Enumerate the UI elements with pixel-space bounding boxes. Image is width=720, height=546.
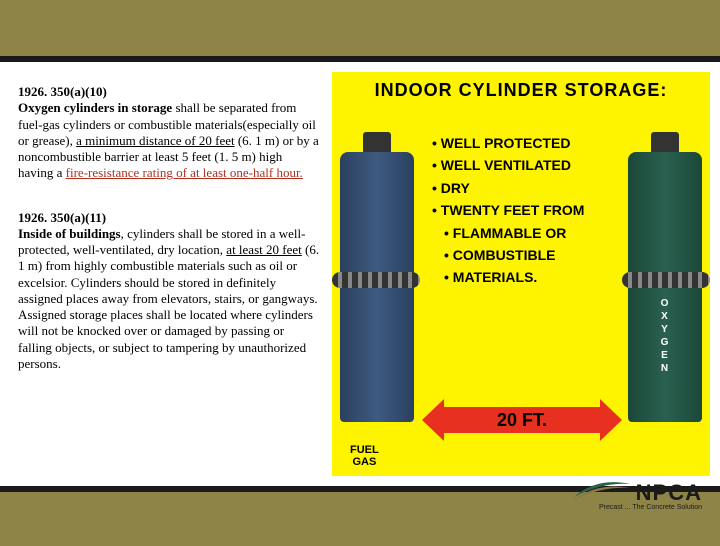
reg-lead: Inside of buildings [18, 226, 121, 241]
cylinder-cap [363, 132, 391, 152]
bullet-sub: MATERIALS. [444, 266, 584, 288]
header-bar [0, 0, 720, 56]
regulation-1: 1926. 350(a)(10) Oxygen cylinders in sto… [18, 84, 320, 182]
reg-underline: a minimum distance of 20 feet [76, 133, 234, 148]
poster-title: INDOOR CYLINDER STORAGE: [332, 80, 710, 101]
reg-body: (6. 1 m) from highly combustible materia… [18, 242, 319, 371]
safety-poster: INDOOR CYLINDER STORAGE: WELL PROTECTED … [330, 70, 712, 478]
distance-arrow: 20 FT. [422, 399, 622, 441]
footer-bar: NPCA Precast ... The Concrete Solution [0, 492, 720, 546]
arrow-tip-icon [422, 399, 444, 441]
logo-text: NPCA [636, 480, 702, 506]
bullet-sub: COMBUSTIBLE [444, 244, 584, 266]
poster-column: INDOOR CYLINDER STORAGE: WELL PROTECTED … [330, 62, 720, 486]
npca-logo: NPCA Precast ... The Concrete Solution [572, 462, 702, 532]
bullet-sub: FLAMMABLE OR [444, 222, 584, 244]
bullet-item: DRY [432, 177, 584, 199]
fire-resistance-text: fire-resistance rating of at least one-h… [66, 165, 303, 180]
content-area: 1926. 350(a)(10) Oxygen cylinders in sto… [0, 62, 720, 486]
regulation-text-column: 1926. 350(a)(10) Oxygen cylinders in sto… [0, 62, 330, 486]
bullet-item: WELL PROTECTED [432, 132, 584, 154]
regulation-2: 1926. 350(a)(11) Inside of buildings, cy… [18, 210, 320, 373]
reg-number: 1926. 350(a)(11) [18, 210, 320, 226]
oxygen-label: OXYGEN [628, 297, 702, 375]
bullet-item: WELL VENTILATED [432, 154, 584, 176]
safety-chain [622, 272, 710, 288]
fuel-label: FUELGAS [350, 444, 379, 468]
arrow-label: 20 FT. [442, 407, 602, 433]
cylinder-cap [651, 132, 679, 152]
poster-bullets: WELL PROTECTED WELL VENTILATED DRY TWENT… [432, 132, 584, 289]
logo-swoosh-icon [572, 472, 632, 502]
bullet-item: TWENTY FEET FROM [432, 199, 584, 221]
reg-underline: at least 20 feet [226, 242, 301, 257]
logo-tagline: Precast ... The Concrete Solution [599, 504, 702, 511]
arrow-tip-icon [600, 399, 622, 441]
reg-number: 1926. 350(a)(10) [18, 84, 320, 100]
safety-chain [332, 272, 420, 288]
reg-lead: Oxygen cylinders in storage [18, 100, 172, 115]
